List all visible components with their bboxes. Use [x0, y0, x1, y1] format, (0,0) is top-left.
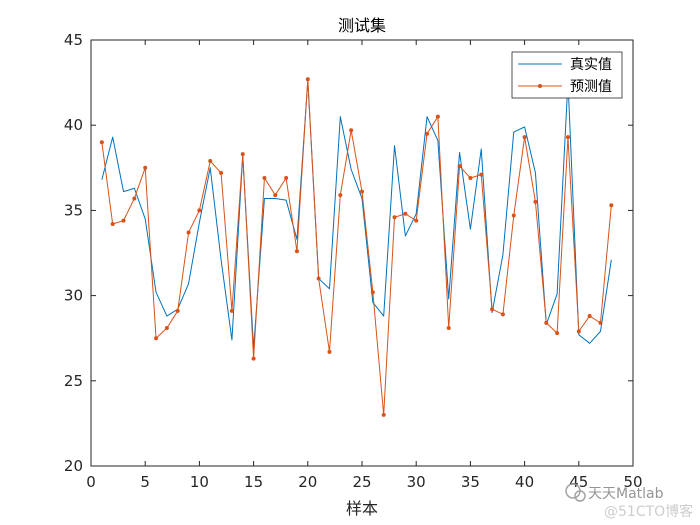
x-tick-label: 40: [515, 473, 534, 491]
data-point-predicted: [360, 189, 364, 194]
legend-marker-predicted: [538, 84, 542, 88]
y-tick-label: 45: [64, 31, 83, 49]
watermark-account: 天天Matlab: [588, 486, 664, 502]
data-point-predicted: [435, 114, 440, 119]
data-point-predicted: [164, 325, 169, 330]
data-point-predicted: [143, 165, 148, 170]
data-point-predicted: [414, 218, 419, 223]
legend-label-actual: 真实值: [570, 57, 612, 73]
data-point-predicted: [305, 77, 310, 82]
data-point-predicted: [175, 308, 180, 313]
data-point-predicted: [381, 412, 386, 417]
plot-area: [91, 40, 633, 466]
y-tick-label: 25: [64, 372, 83, 390]
x-tick-label: 5: [140, 473, 150, 491]
data-point-predicted: [522, 135, 527, 140]
y-tick-label: 40: [64, 116, 83, 134]
data-point-predicted: [262, 176, 267, 181]
data-point-predicted: [576, 329, 581, 334]
data-point-predicted: [392, 215, 397, 220]
data-point-predicted: [533, 199, 538, 204]
data-point-predicted: [425, 131, 430, 136]
x-tick-label: 20: [298, 473, 317, 491]
series-line-predicted: [101, 78, 612, 416]
data-point-predicted: [197, 208, 202, 213]
data-point-predicted: [555, 331, 560, 336]
ticks-layer: 0 5 10 15 20 25 30 35 40 45 50 20 25 30 35 40 45: [64, 31, 643, 491]
data-point-predicted: [446, 325, 451, 330]
data-point-predicted: [479, 172, 484, 177]
data-point-predicted: [294, 249, 299, 254]
x-tick-label: 30: [407, 473, 426, 491]
chart-title: 测试集: [338, 16, 386, 35]
data-point-predicted: [186, 230, 191, 235]
y-tick-label: 35: [64, 201, 83, 219]
x-tick-label: 50: [623, 473, 642, 491]
x-tick-label: 0: [86, 473, 96, 491]
x-tick-label: 35: [461, 473, 480, 491]
data-point-predicted: [284, 176, 289, 181]
y-tick-label: 30: [64, 287, 83, 305]
data-point-predicted: [370, 290, 375, 295]
data-point-predicted: [457, 164, 462, 169]
data-point-predicted: [121, 218, 126, 223]
data-point-predicted: [251, 356, 256, 361]
watermark: 天天Matlab @51CTO博客: [565, 483, 693, 520]
legend: 真实值 预测值: [511, 51, 623, 99]
data-point-predicted: [609, 203, 614, 208]
x-tick-label: 45: [569, 473, 588, 491]
data-point-predicted: [468, 176, 473, 181]
x-tick-label: 15: [244, 473, 263, 491]
data-point-predicted: [565, 135, 570, 140]
data-point-predicted: [240, 152, 245, 157]
data-point-predicted: [110, 222, 115, 227]
y-tick-label: 20: [64, 457, 83, 475]
data-point-predicted: [208, 158, 213, 163]
x-tick-label: 25: [352, 473, 371, 491]
wechat-icon-small: [574, 490, 586, 502]
data-point-predicted: [511, 213, 516, 218]
data-point-predicted: [338, 193, 343, 198]
data-point-predicted: [587, 314, 592, 319]
data-point-predicted: [273, 193, 278, 198]
x-tick-label: 10: [190, 473, 209, 491]
data-point-predicted: [327, 349, 332, 354]
series-line-actual: [101, 80, 612, 349]
data-point-predicted: [403, 211, 408, 216]
watermark-site: @51CTO博客: [604, 503, 693, 520]
data-point-predicted: [316, 276, 321, 281]
data-point-predicted: [132, 196, 137, 201]
x-axis-title: 样本: [346, 499, 378, 518]
data-point-predicted: [99, 140, 104, 145]
data-point-predicted: [219, 170, 224, 175]
data-point-predicted: [598, 320, 603, 325]
data-point-predicted: [490, 307, 495, 312]
data-point-predicted: [154, 336, 159, 341]
series-layer: [99, 77, 614, 417]
data-point-predicted: [500, 312, 505, 317]
data-point-predicted: [229, 308, 234, 313]
data-point-predicted: [544, 320, 549, 325]
legend-box: [511, 51, 623, 99]
data-point-predicted: [349, 128, 354, 133]
legend-label-predicted: 预测值: [570, 79, 612, 95]
